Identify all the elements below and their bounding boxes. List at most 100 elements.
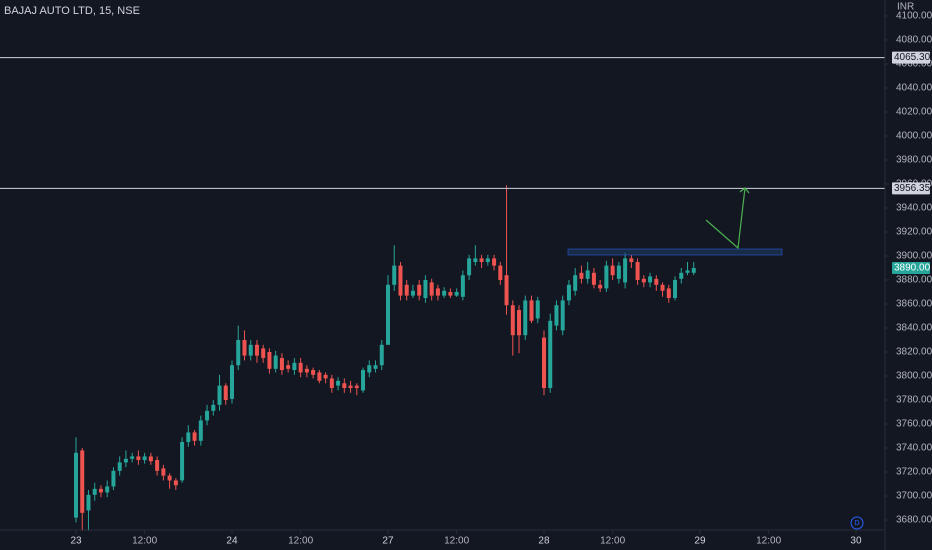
candle-body	[130, 456, 135, 459]
candle-body	[311, 370, 316, 375]
candle-body	[610, 265, 615, 276]
y-tick-label: 3920.00	[896, 227, 932, 238]
candle-body	[398, 265, 403, 296]
candle-body	[205, 410, 210, 421]
candle-body	[573, 275, 578, 291]
x-tick-label: 12:00	[756, 536, 781, 547]
candle-body	[429, 282, 434, 296]
candle-body	[579, 272, 584, 279]
candle-body	[323, 374, 328, 379]
candle-body	[685, 270, 690, 273]
candle-body	[167, 475, 172, 481]
y-tick-label: 3820.00	[896, 347, 932, 358]
candle-body	[342, 383, 347, 389]
candle-body	[217, 385, 222, 405]
chart-title: BAJAJ AUTO LTD, 15, NSE	[4, 5, 140, 17]
x-tick-label: 12:00	[444, 536, 469, 547]
candle-body	[229, 365, 234, 399]
plot-area	[0, 57, 885, 531]
candle-body	[641, 278, 646, 283]
y-tick-label: 3940.00	[896, 203, 932, 214]
candle-body	[136, 456, 141, 461]
candle-body	[654, 278, 659, 285]
candle-body	[417, 284, 422, 296]
candle-body	[679, 272, 684, 279]
candle-body	[223, 385, 228, 401]
y-tick-label: 4040.00	[896, 83, 932, 94]
candle-body	[623, 258, 628, 283]
candle-body	[292, 362, 297, 371]
y-tick-label: 4020.00	[896, 107, 932, 118]
price-tag-label: 3956.35	[894, 183, 931, 194]
x-tick-label: 12:00	[600, 536, 625, 547]
currency: INR	[897, 2, 914, 13]
candle-body	[454, 292, 459, 296]
candle-body	[111, 470, 116, 487]
candle-body	[666, 288, 671, 299]
x-tick-label: 12:00	[132, 536, 157, 547]
candle-body	[492, 258, 497, 266]
candle-body	[598, 284, 603, 289]
candle-body	[161, 468, 166, 476]
candle-body	[616, 265, 621, 279]
x-tick-label: 29	[694, 536, 706, 547]
y-tick-label: 3700.00	[896, 491, 932, 502]
candle-body	[367, 365, 372, 373]
arrow-head	[739, 187, 750, 194]
candle-body	[180, 442, 185, 481]
y-tick-label: 4080.00	[896, 35, 932, 46]
x-tick-label: 27	[382, 536, 394, 547]
candle-body	[354, 385, 359, 389]
candle-body	[198, 420, 203, 441]
candle-body	[254, 344, 259, 356]
price-tag	[892, 51, 930, 64]
y-tick-label: 3880.00	[896, 275, 932, 286]
y-tick-label: 3840.00	[896, 323, 932, 334]
candle-body	[435, 288, 440, 296]
candle-body	[267, 352, 272, 369]
candle-body	[236, 340, 241, 366]
candle-body	[560, 300, 565, 331]
last-price-label: 3890.00	[894, 263, 931, 274]
candle-body	[473, 258, 478, 262]
data-window-icon[interactable]	[850, 516, 864, 530]
candle-body	[286, 365, 291, 369]
candle-body	[523, 300, 528, 336]
y-tick-label: 3860.00	[896, 299, 932, 310]
candle-body	[242, 340, 247, 356]
y-tick-label: 3800.00	[896, 371, 932, 382]
candle-body	[554, 305, 559, 326]
x-tick-label: 30	[850, 536, 862, 547]
candle-body	[211, 404, 216, 411]
candle-body	[348, 385, 353, 389]
candle-body	[186, 432, 191, 443]
candle-body	[117, 462, 122, 471]
data-window-icon-letter: D	[854, 520, 859, 527]
candle-body	[691, 268, 696, 273]
candle-body	[105, 486, 110, 493]
candle-body	[74, 452, 79, 518]
y-tick-label: 3760.00	[896, 419, 932, 430]
candle-body	[379, 344, 384, 366]
candle-body	[660, 284, 665, 291]
candle-body	[92, 488, 97, 495]
candle-body	[535, 300, 540, 319]
y-tick-label: 3780.00	[896, 395, 932, 406]
candle-body	[498, 265, 503, 281]
candle-body	[173, 480, 178, 486]
candle-body	[155, 460, 160, 471]
candle-body	[467, 258, 472, 276]
candle-body	[317, 372, 322, 381]
candle-body	[248, 344, 253, 356]
candle-body	[673, 280, 678, 299]
candle-body	[273, 355, 278, 369]
candle-body	[148, 456, 153, 462]
candle-body	[279, 358, 284, 371]
candle-body	[604, 265, 609, 289]
price-tag	[892, 182, 930, 195]
candle-body	[392, 265, 397, 285]
y-tick-label: 4100.00	[896, 11, 932, 22]
last-price-tag	[892, 262, 930, 275]
